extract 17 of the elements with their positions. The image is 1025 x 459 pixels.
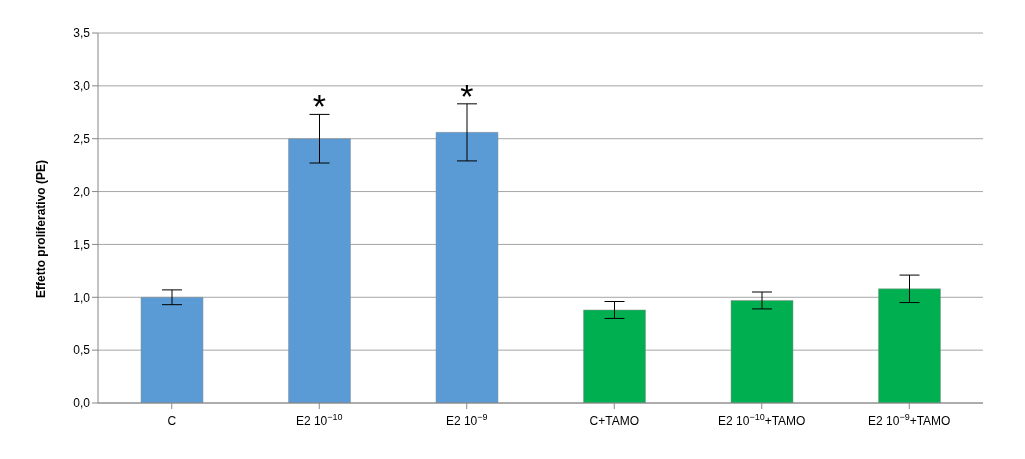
x-tick-label: C+TAMO — [589, 414, 639, 428]
y-tick-label: 3,0 — [73, 79, 91, 94]
y-tick-label: 0,0 — [73, 396, 91, 411]
y-axis-title: Effetto proliferativo (PE) — [34, 159, 49, 298]
x-tick-label: C — [167, 414, 177, 428]
x-tick-label: E2 10$^{−10}$ — [295, 412, 343, 428]
y-tick-label: 2,5 — [73, 131, 91, 146]
annotation: * — [312, 87, 326, 126]
y-tick-label: 2,0 — [73, 184, 91, 199]
y-tick-label: 1,0 — [73, 290, 91, 305]
annotation: * — [460, 76, 474, 115]
x-tick-label: E2 10$^{−10}$+TAMO — [718, 412, 806, 428]
y-tick-label: 1,5 — [73, 237, 91, 252]
y-tick-label: 3,5 — [73, 26, 91, 41]
y-tick-label: 0,5 — [73, 343, 91, 358]
x-tick-label: E2 10$^{−9}$ — [445, 412, 488, 428]
x-tick-label: E2 10$^{−9}$+TAMO — [868, 412, 951, 428]
